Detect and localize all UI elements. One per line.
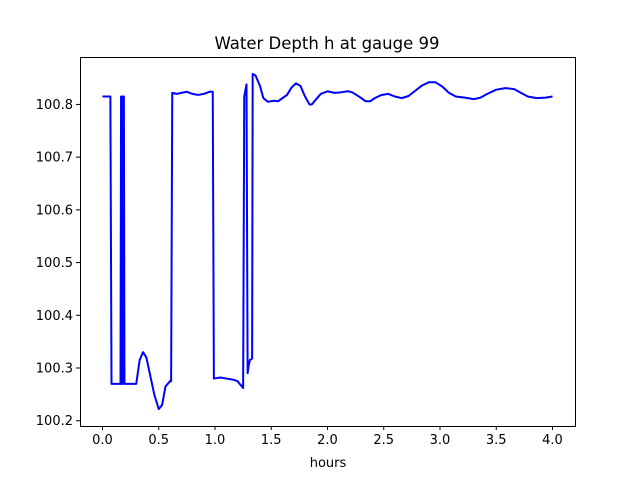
ticks-layer: 0.0 0.5 1.0 1.5 2.0 2.5 3.0 3.5 4.0 100.2 100.3 100… (36, 98, 563, 448)
x-tick-label: 2.0 (317, 433, 338, 448)
x-tick-label: 2.5 (373, 433, 394, 448)
y-tick-label: 100.2 (36, 414, 73, 429)
x-tick-label: 1.0 (205, 433, 226, 448)
y-tick-label: 100.5 (36, 256, 73, 271)
chart-title: Water Depth h at gauge 99 (215, 34, 440, 53)
x-tick-label: 3.0 (430, 433, 451, 448)
x-axis-label: hours (310, 456, 347, 471)
x-tick-label: 3.5 (486, 433, 507, 448)
y-tick-label: 100.7 (36, 151, 73, 166)
series-line (102, 72, 553, 411)
x-tick-label: 0.0 (92, 433, 113, 448)
x-tick-label: 4.0 (542, 433, 563, 448)
y-tick-label: 100.3 (36, 362, 73, 377)
y-tick-label: 100.6 (36, 203, 73, 218)
x-tick-label: 1.5 (261, 433, 282, 448)
plot-frame (80, 57, 576, 427)
x-tick-label: 0.5 (148, 433, 169, 448)
y-tick-label: 100.8 (36, 98, 73, 113)
y-tick-label: 100.4 (36, 309, 73, 324)
